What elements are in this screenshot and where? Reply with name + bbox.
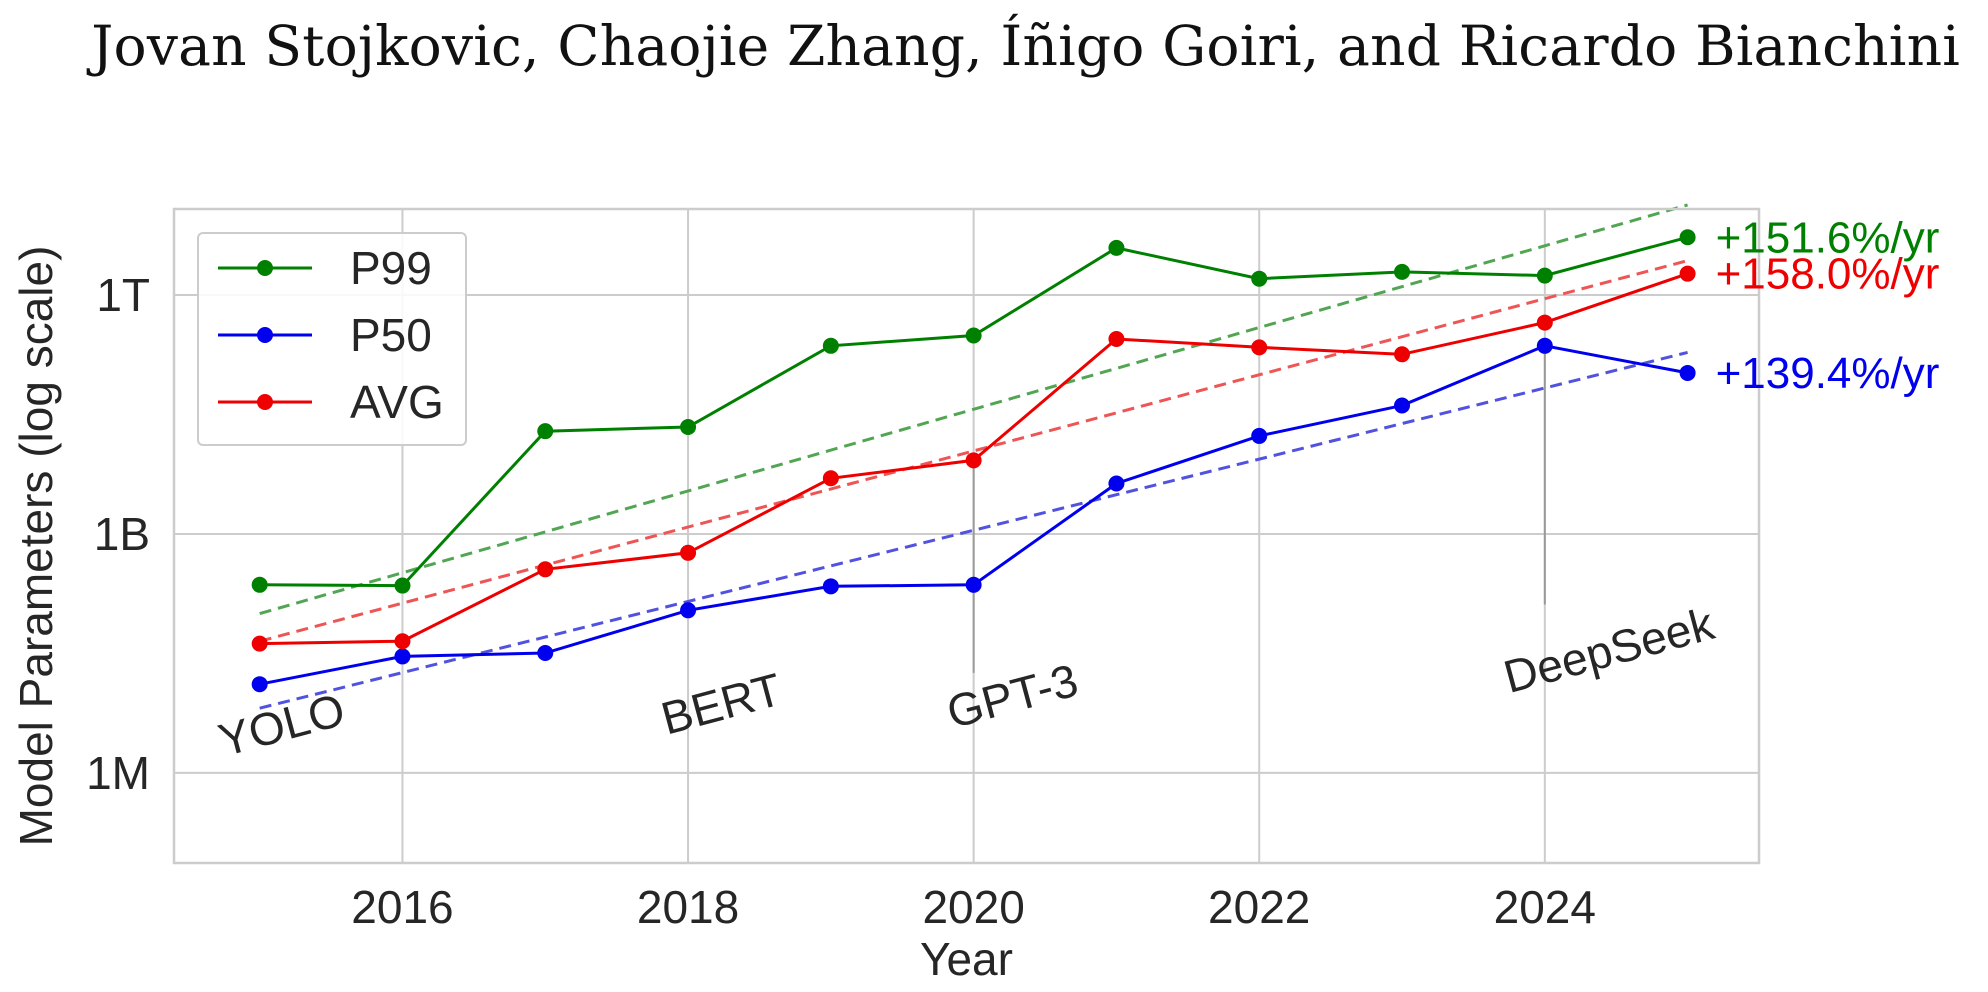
legend-marker-p99 bbox=[257, 260, 273, 276]
p99-data-point bbox=[1108, 239, 1125, 256]
x-tick-label: 2020 bbox=[922, 881, 1024, 933]
avg-data-point bbox=[1394, 346, 1411, 363]
p50-data-point bbox=[537, 645, 554, 662]
p99-data-point bbox=[1251, 270, 1268, 287]
p50-growth-label: +139.4%/yr bbox=[1716, 349, 1940, 398]
y-tick-label: 1B bbox=[94, 508, 150, 560]
p50-data-point bbox=[822, 578, 839, 595]
x-tick-label: 2022 bbox=[1208, 881, 1310, 933]
avg-data-point bbox=[1108, 331, 1125, 348]
p99-data-point bbox=[1679, 229, 1696, 246]
annotation-lines bbox=[972, 345, 1546, 673]
avg-data-point bbox=[680, 544, 697, 561]
p50-trend-line bbox=[259, 350, 1688, 710]
p99-data-point bbox=[1536, 267, 1553, 284]
p50-data-point bbox=[251, 676, 268, 693]
avg-data-point bbox=[965, 452, 982, 469]
legend: P99 P50 AVG bbox=[197, 232, 467, 446]
p50-data-point bbox=[680, 602, 697, 619]
p99-data-point bbox=[251, 576, 268, 593]
p50-data-point bbox=[1679, 364, 1696, 381]
avg-data-point bbox=[1536, 314, 1553, 331]
p50-data-point bbox=[965, 576, 982, 593]
plot-frame bbox=[172, 207, 1761, 865]
annotation-label: BERT bbox=[656, 663, 787, 745]
x-tick-label: 2024 bbox=[1494, 881, 1596, 933]
p50-data-point bbox=[1536, 337, 1553, 354]
p50-data-point bbox=[1108, 475, 1125, 492]
series-lines bbox=[251, 229, 1696, 693]
avg-data-point bbox=[394, 633, 411, 650]
p99-growth-label: +151.6%/yr bbox=[1716, 213, 1940, 262]
p99-data-point bbox=[1394, 263, 1411, 280]
p99-data-point bbox=[680, 419, 697, 436]
p99-data-point bbox=[394, 577, 411, 594]
header-authors: Jovan Stojkovic, Chaojie Zhang, Íñigo Go… bbox=[91, 14, 1960, 78]
annotation-label: YOLO bbox=[213, 683, 350, 766]
p50-data-point bbox=[1251, 427, 1268, 444]
legend-label-p50: P50 bbox=[350, 309, 432, 361]
legend-box bbox=[197, 232, 467, 446]
y-axis-title: Model Parameters (log scale) bbox=[10, 246, 62, 847]
legend-marker-avg bbox=[257, 394, 273, 410]
p99-data-point bbox=[537, 423, 554, 440]
avg-data-point bbox=[822, 470, 839, 487]
p99-data-point bbox=[822, 337, 839, 354]
annotation-label: DeepSeek bbox=[1498, 597, 1720, 703]
legend-label-p99: P99 bbox=[350, 242, 432, 294]
avg-data-point bbox=[1251, 339, 1268, 356]
avg-data-point bbox=[1679, 265, 1696, 282]
x-tick-label: 2016 bbox=[351, 881, 453, 933]
p50-data-point bbox=[394, 648, 411, 665]
p99-data-point bbox=[965, 327, 982, 344]
legend-label-avg: AVG bbox=[350, 376, 444, 428]
y-tick-label: 1M bbox=[86, 747, 150, 799]
tick-labels: 2016 2018 2020 2022 2024 1M 1B 1T bbox=[86, 269, 1596, 933]
y-tick-label: 1T bbox=[96, 269, 150, 321]
avg-data-point bbox=[537, 561, 554, 578]
growth-rate-labels: +151.6%/yr +139.4%/yr +158.0%/yr bbox=[1716, 213, 1940, 398]
x-tick-label: 2018 bbox=[637, 881, 739, 933]
legend-marker-p50 bbox=[257, 327, 273, 343]
x-axis-title: Year bbox=[920, 933, 1013, 985]
p50-data-point bbox=[1394, 397, 1411, 414]
avg-data-point bbox=[251, 635, 268, 652]
avg-growth-label: +158.0%/yr bbox=[1716, 250, 1940, 299]
annotation-label: GPT-3 bbox=[941, 654, 1083, 739]
